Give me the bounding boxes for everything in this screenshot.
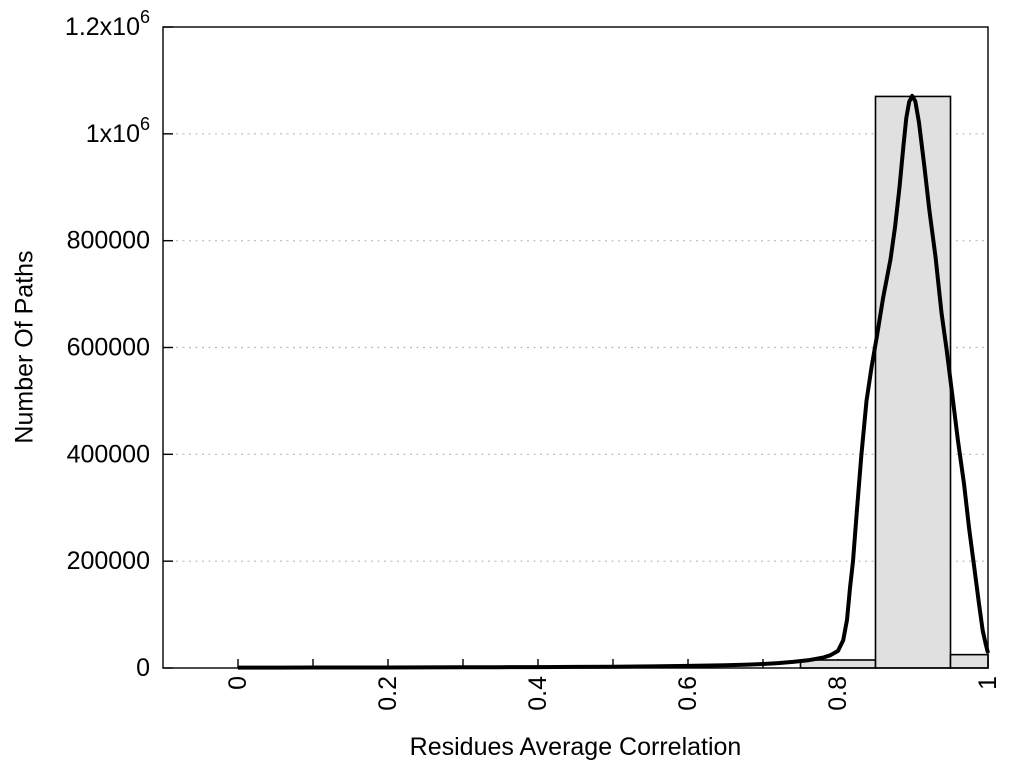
x-tick-label: 1	[974, 676, 1002, 690]
y-tick-label: 1.2x106	[65, 7, 150, 41]
x-axis-title: Residues Average Correlation	[409, 733, 742, 761]
y-tick-label: 1x106	[86, 114, 150, 148]
y-tick-label: 200000	[67, 547, 150, 575]
x-tick-label: 0.6	[674, 676, 702, 711]
histogram-bar	[874, 95, 952, 669]
histogram-bar	[949, 653, 989, 669]
y-axis-title: Number Of Paths	[10, 250, 39, 444]
y-tick-label: 800000	[67, 227, 150, 255]
x-tick-label: 0	[224, 676, 252, 690]
y-tick-label: 0	[136, 654, 150, 682]
x-tick-label: 0.8	[824, 676, 852, 711]
x-tick-label: 0.2	[374, 676, 402, 711]
plot-border	[162, 26, 989, 669]
fit-curve	[238, 93, 990, 670]
x-tick-label: 0.4	[524, 676, 552, 711]
y-tick-label: 400000	[67, 440, 150, 468]
y-tick-label: 600000	[67, 334, 150, 362]
